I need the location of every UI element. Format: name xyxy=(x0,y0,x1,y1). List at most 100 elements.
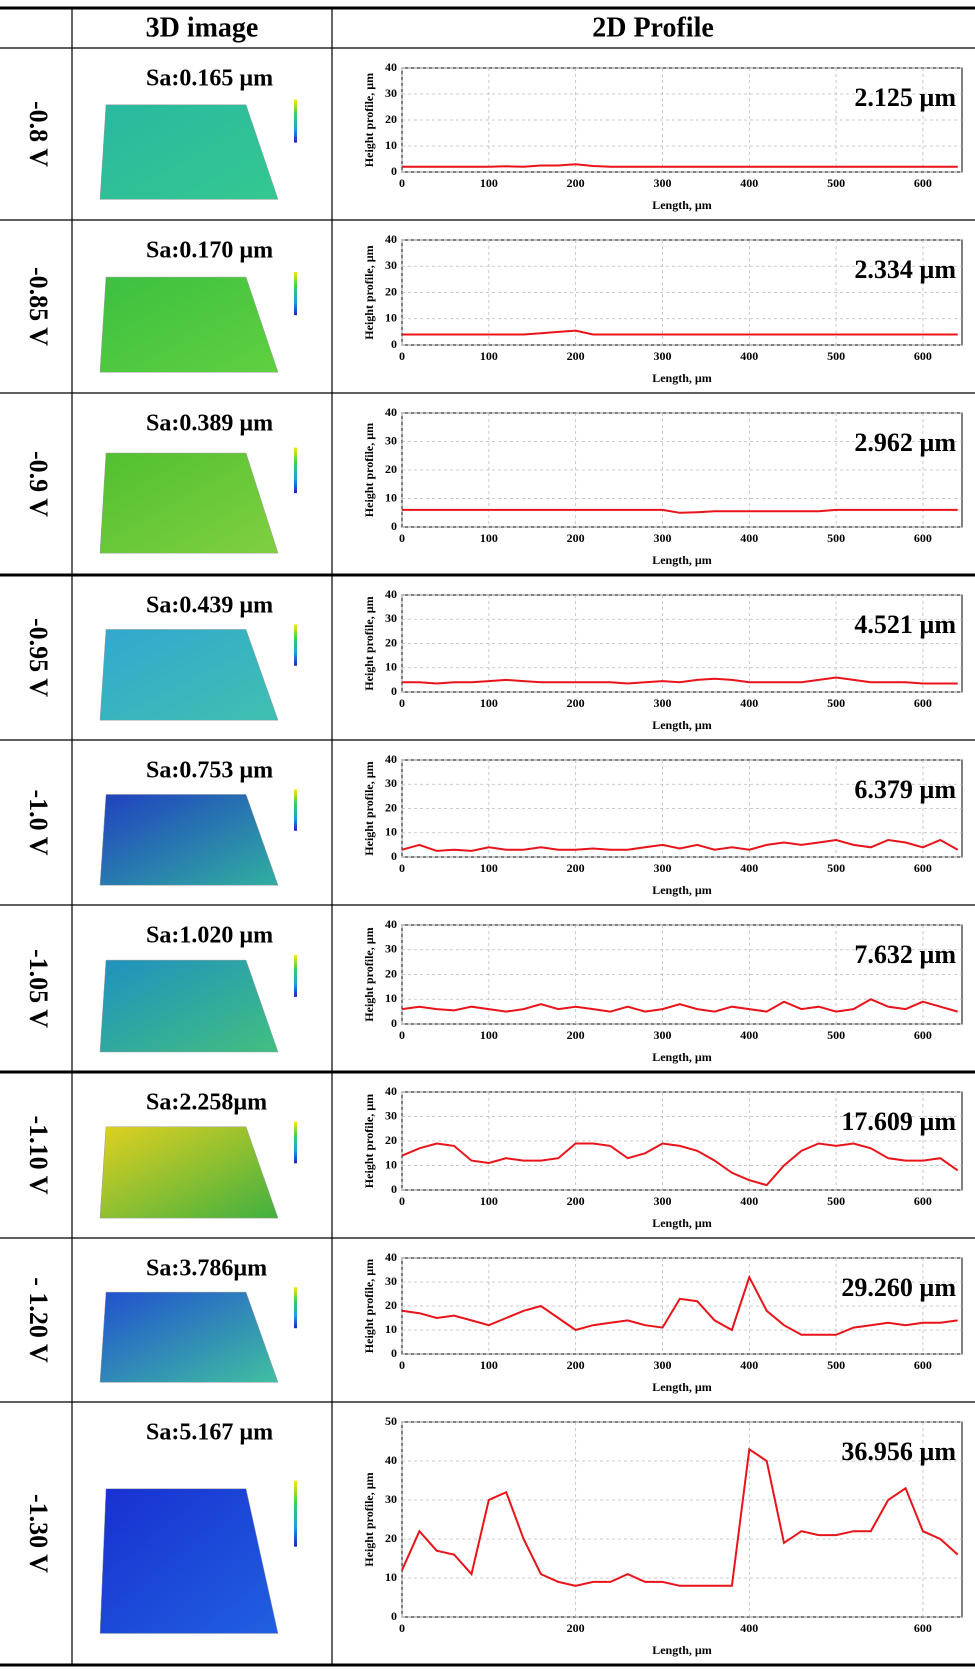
sa-value: Sa:0.439 µm xyxy=(146,593,273,619)
surface-3d xyxy=(100,105,278,200)
color-bar xyxy=(294,955,297,997)
row-label: -0.9 V xyxy=(24,451,53,517)
y-tick-label: 0 xyxy=(391,1016,397,1030)
y-tick-label: 40 xyxy=(385,1453,397,1467)
y-tick-label: 40 xyxy=(385,1250,397,1264)
x-tick-label: 600 xyxy=(914,176,932,190)
y-tick-label: 30 xyxy=(385,611,397,625)
x-tick-label: 300 xyxy=(653,861,671,875)
x-tick-label: 500 xyxy=(827,1028,845,1042)
x-axis-label: Length, µm xyxy=(652,1643,712,1657)
peak-annotation: 2.125 µm xyxy=(854,83,956,112)
y-tick-label: 40 xyxy=(385,1084,397,1098)
y-tick-label: 30 xyxy=(385,1492,397,1506)
y-tick-label: 0 xyxy=(391,164,397,178)
surface-3d xyxy=(100,1292,278,1382)
color-bar xyxy=(294,625,297,666)
profile-line xyxy=(402,999,958,1011)
x-axis-label: Length, µm xyxy=(652,1216,712,1230)
x-tick-label: 300 xyxy=(653,531,671,545)
x-axis-label: Length, µm xyxy=(652,1050,712,1064)
row-label: -1.0 V xyxy=(24,790,53,856)
y-tick-label: 0 xyxy=(391,849,397,863)
color-bar xyxy=(294,790,297,831)
header-2d: 2D Profile xyxy=(592,12,714,43)
x-tick-label: 0 xyxy=(399,861,405,875)
y-tick-label: 30 xyxy=(385,1274,397,1288)
color-bar xyxy=(294,100,297,143)
x-tick-label: 300 xyxy=(653,1028,671,1042)
x-tick-label: 400 xyxy=(740,1621,758,1635)
x-tick-label: 500 xyxy=(827,1194,845,1208)
x-tick-label: 0 xyxy=(399,531,405,545)
row-label: -1.30 V xyxy=(24,1494,53,1573)
x-axis-label: Length, µm xyxy=(652,553,712,567)
y-tick-label: 30 xyxy=(385,942,397,956)
y-tick-label: 30 xyxy=(385,1108,397,1122)
sa-value: Sa:0.753 µm xyxy=(146,758,273,784)
y-axis-label: Height profile, µm xyxy=(362,73,376,167)
y-tick-label: 40 xyxy=(385,232,397,246)
y-tick-label: 50 xyxy=(385,1414,397,1428)
profile-line xyxy=(402,331,958,335)
profile-line xyxy=(402,510,958,513)
profile-line xyxy=(402,678,958,684)
x-tick-label: 100 xyxy=(480,1028,498,1042)
x-tick-label: 600 xyxy=(914,861,932,875)
x-tick-label: 600 xyxy=(914,696,932,710)
color-bar xyxy=(294,1481,297,1547)
x-tick-label: 200 xyxy=(567,531,585,545)
x-tick-label: 200 xyxy=(567,1621,585,1635)
x-tick-label: 600 xyxy=(914,1358,932,1372)
y-tick-label: 0 xyxy=(391,1346,397,1360)
y-tick-label: 20 xyxy=(385,462,397,476)
x-tick-label: 0 xyxy=(399,1358,405,1372)
x-axis-label: Length, µm xyxy=(652,371,712,385)
color-bar xyxy=(294,1287,297,1328)
sa-value: Sa:5.167 µm xyxy=(146,1420,273,1446)
color-bar xyxy=(294,448,297,494)
y-axis-label: Height profile, µm xyxy=(362,761,376,855)
y-tick-label: 40 xyxy=(385,917,397,931)
x-tick-label: 200 xyxy=(567,861,585,875)
profile-line xyxy=(402,164,958,167)
x-tick-label: 0 xyxy=(399,696,405,710)
row-label: -1.10 V xyxy=(24,1116,53,1195)
x-axis-label: Length, µm xyxy=(652,883,712,897)
x-tick-label: 400 xyxy=(740,176,758,190)
header-3d: 3D image xyxy=(146,12,259,43)
x-tick-label: 200 xyxy=(567,1194,585,1208)
x-tick-label: 300 xyxy=(653,349,671,363)
y-axis-label: Height profile, µm xyxy=(362,245,376,339)
y-tick-label: 10 xyxy=(385,490,397,504)
x-tick-label: 100 xyxy=(480,696,498,710)
surface-3d xyxy=(100,1127,278,1218)
y-axis-label: Height profile, µm xyxy=(362,1472,376,1566)
surface-3d xyxy=(100,453,278,553)
x-tick-label: 500 xyxy=(827,696,845,710)
x-tick-label: 200 xyxy=(567,176,585,190)
x-tick-label: 500 xyxy=(827,531,845,545)
peak-annotation: 6.379 µm xyxy=(854,775,956,804)
x-tick-label: 200 xyxy=(567,696,585,710)
y-tick-label: 20 xyxy=(385,635,397,649)
x-tick-label: 200 xyxy=(567,1358,585,1372)
sa-value: Sa:1.020 µm xyxy=(146,923,273,949)
y-tick-label: 20 xyxy=(385,1531,397,1545)
x-tick-label: 100 xyxy=(480,349,498,363)
x-tick-label: 600 xyxy=(914,1028,932,1042)
row-label: -0.95 V xyxy=(24,618,53,697)
surface-3d xyxy=(100,277,278,372)
y-tick-label: 20 xyxy=(385,1298,397,1312)
row-label: - 1.20 V xyxy=(24,1277,53,1363)
x-tick-label: 500 xyxy=(827,349,845,363)
peak-annotation: 17.609 µm xyxy=(841,1107,956,1136)
y-tick-label: 10 xyxy=(385,311,397,325)
y-tick-label: 40 xyxy=(385,587,397,601)
y-tick-label: 30 xyxy=(385,258,397,272)
x-tick-label: 300 xyxy=(653,1358,671,1372)
x-axis-label: Length, µm xyxy=(652,1380,712,1394)
peak-annotation: 29.260 µm xyxy=(841,1273,956,1302)
sa-value: Sa:0.165 µm xyxy=(146,66,273,92)
y-tick-label: 10 xyxy=(385,825,397,839)
